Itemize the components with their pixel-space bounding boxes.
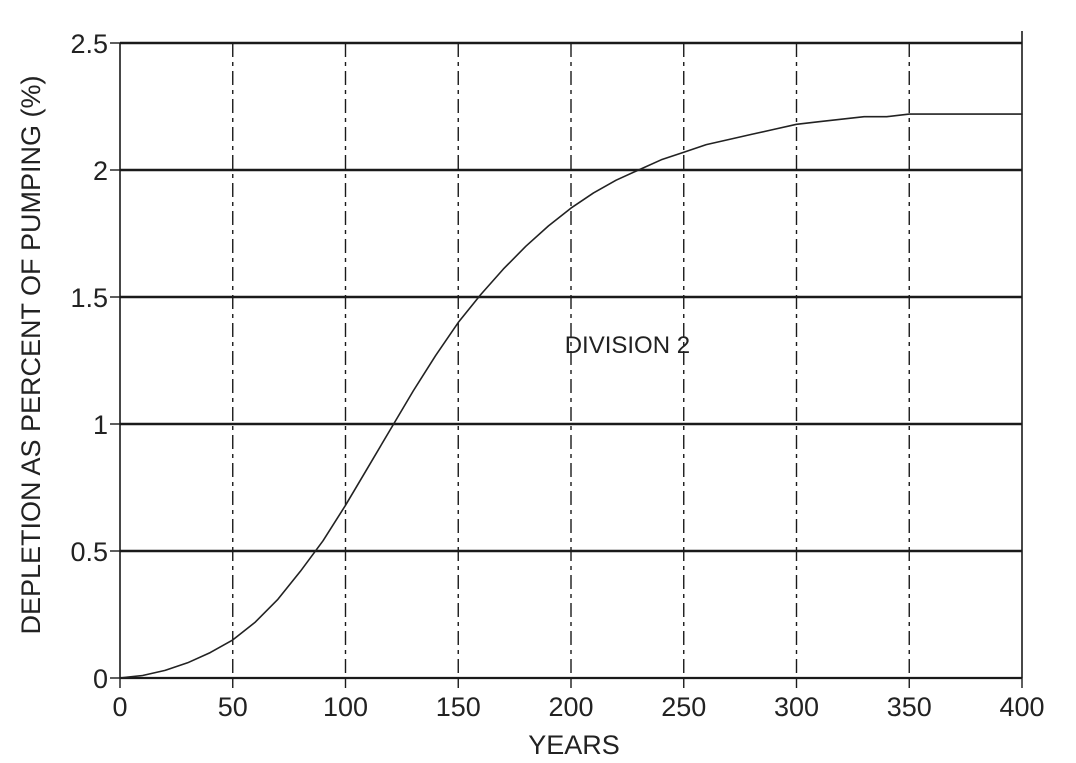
x-tick-label: 0 xyxy=(112,692,127,722)
annotations: DIVISION 2 xyxy=(565,332,690,359)
y-axis-title: DEPLETION AS PERCENT OF PUMPING (%) xyxy=(16,75,46,634)
axes xyxy=(110,31,1023,688)
x-tick-labels: 0 50 100 150 200 250 300 350 400 xyxy=(112,692,1044,722)
x-tick-label: 350 xyxy=(887,692,932,722)
x-tick-label: 50 xyxy=(218,692,248,722)
x-tick-label: 150 xyxy=(436,692,481,722)
x-axis-title: YEARS xyxy=(528,730,620,760)
y-tick-label: 1.5 xyxy=(70,283,108,313)
y-tick-labels: 0 0.5 1 1.5 2 2.5 xyxy=(70,29,108,694)
x-tick-label: 100 xyxy=(323,692,368,722)
grid xyxy=(120,41,1022,678)
x-tick-label: 400 xyxy=(999,692,1044,722)
y-tick-label: 0 xyxy=(93,664,108,694)
x-tick-label: 300 xyxy=(774,692,819,722)
y-tick-label: 1 xyxy=(93,410,108,440)
series-line xyxy=(119,113,1023,679)
annotation-label: DIVISION 2 xyxy=(565,332,690,359)
x-tick-label: 200 xyxy=(548,692,593,722)
x-tick-label: 250 xyxy=(661,692,706,722)
y-tick-label: 0.5 xyxy=(70,537,108,567)
y-tick-label: 2.5 xyxy=(70,29,108,59)
series-layer xyxy=(119,113,1023,679)
y-tick-label: 2 xyxy=(93,156,108,186)
